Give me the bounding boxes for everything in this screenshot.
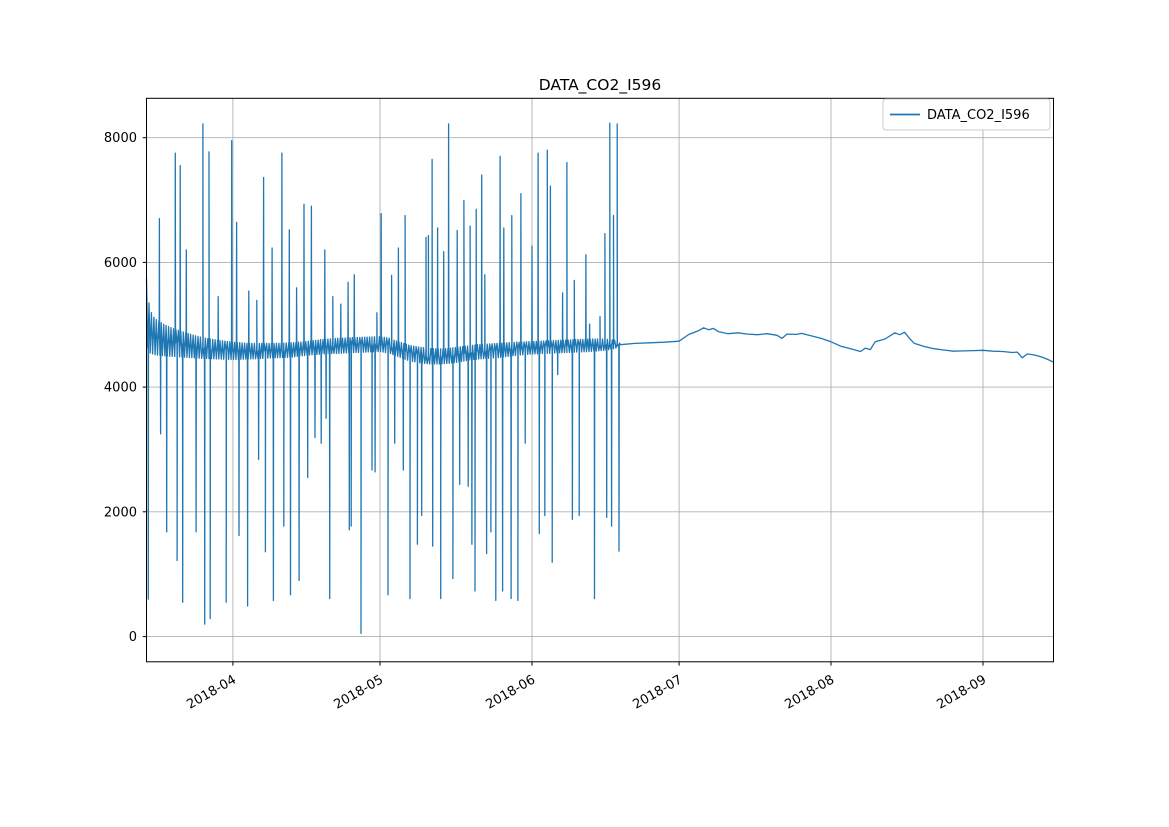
xtick-label-2018-05: 2018-05 [331,672,386,712]
xtick-label-2018-08: 2018-08 [782,672,837,712]
xtick-label-2018-06: 2018-06 [483,672,538,712]
ytick-label-4000: 4000 [104,381,137,396]
legend-label: DATA_CO2_I596 [927,108,1030,123]
chart-title: DATA_CO2_I596 [539,76,661,95]
ytick-label-2000: 2000 [104,505,137,520]
legend-box [882,98,1051,131]
xtick-label-2018-04: 2018-04 [184,672,239,712]
tick-marks [142,137,984,666]
grid-lines [146,98,1054,662]
ytick-label-6000: 6000 [104,256,137,271]
y-axis-tick-labels: 0 2000 4000 6000 8000 [104,131,137,645]
ytick-label-0: 0 [129,630,137,645]
axes-spines [146,97,1054,663]
x-axis-tick-labels: 2018-04 2018-05 2018-06 2018-07 2018-08 … [184,672,989,712]
xtick-label-2018-07: 2018-07 [631,672,686,712]
series-line-data-co2-i596 [145,122,1054,635]
legend: DATA_CO2_I596 [882,98,1051,131]
xtick-label-2018-09: 2018-09 [934,672,989,712]
ytick-label-8000: 8000 [104,131,137,146]
